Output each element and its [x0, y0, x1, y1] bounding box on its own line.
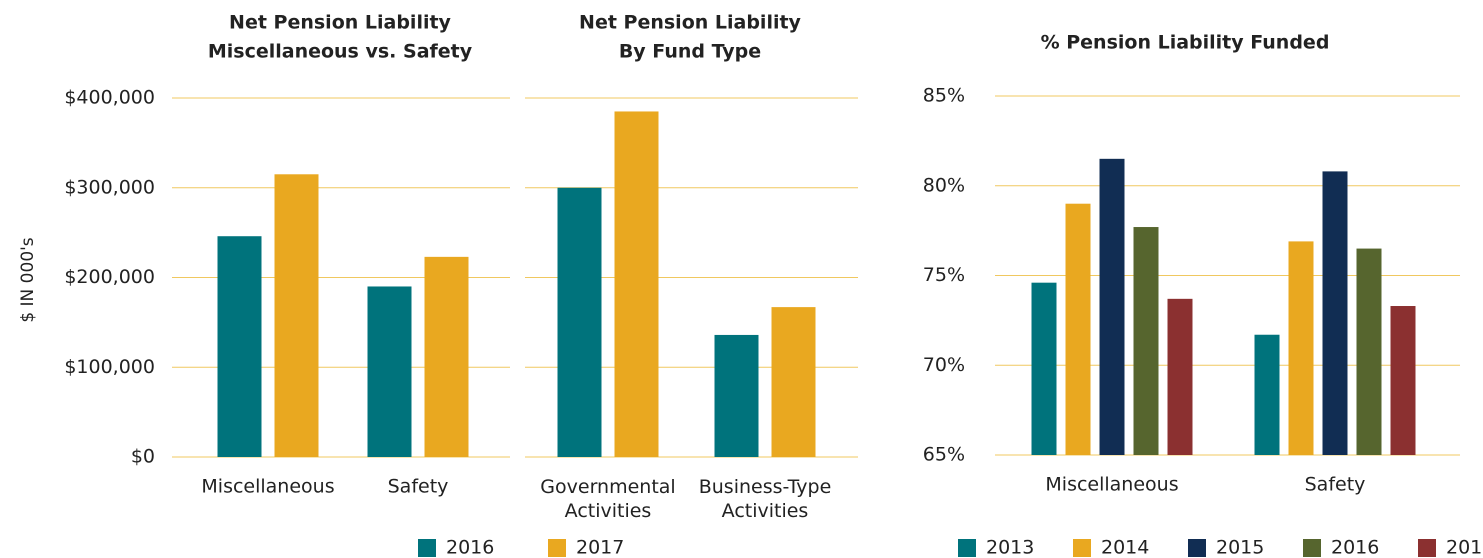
bar — [424, 256, 469, 457]
legend-label: 2017 — [576, 537, 624, 558]
legend-label: 2016 — [446, 537, 494, 558]
y-tick-label: $0 — [131, 446, 155, 468]
legend-swatch — [1073, 539, 1091, 557]
y-tick-label: 65% — [923, 444, 965, 466]
bar — [1288, 241, 1314, 455]
x-tick-label: Safety — [1305, 474, 1366, 496]
y-tick-label: 85% — [923, 85, 965, 107]
bar — [1133, 227, 1159, 455]
bar — [614, 111, 659, 458]
bar — [1254, 334, 1280, 455]
y-tick-label: 80% — [923, 174, 965, 196]
bar — [217, 236, 262, 457]
legend-label: 2013 — [986, 537, 1034, 558]
legend-swatch — [418, 539, 436, 557]
chart-title: Net Pension Liability — [229, 12, 452, 34]
legend-swatch — [548, 539, 566, 557]
x-tick-label: Governmental Activities — [540, 476, 675, 522]
bar — [1322, 171, 1348, 455]
chart-title: By Fund Type — [619, 41, 761, 63]
x-tick-label: Miscellaneous — [201, 476, 334, 498]
bar — [714, 334, 759, 457]
legend-swatch — [1303, 539, 1321, 557]
legend-label: 2015 — [1216, 537, 1264, 558]
bar — [771, 307, 816, 457]
legend-label: 2017 — [1446, 537, 1483, 558]
y-tick-label: $200,000 — [64, 266, 155, 288]
x-tick-label: Business-Type Activities — [699, 476, 832, 522]
bar — [1356, 248, 1382, 455]
chart-title: Miscellaneous vs. Safety — [208, 41, 473, 63]
bar — [557, 187, 602, 457]
legend-label: 2014 — [1101, 537, 1149, 558]
y-tick-label: 70% — [923, 354, 965, 376]
bar — [274, 174, 319, 457]
legend-label: 2016 — [1331, 537, 1379, 558]
legend-swatch — [1188, 539, 1206, 557]
bar — [1390, 306, 1416, 455]
bar — [1099, 158, 1125, 455]
y-tick-label: $400,000 — [64, 87, 155, 109]
legend-swatch — [1418, 539, 1436, 557]
bar — [1031, 282, 1057, 455]
legend-swatch — [958, 539, 976, 557]
y-tick-label: $300,000 — [64, 176, 155, 198]
y-axis-label: $ IN 000's — [18, 237, 38, 322]
y-tick-label: 75% — [923, 264, 965, 286]
bar — [1167, 298, 1193, 455]
x-tick-label: Miscellaneous — [1045, 474, 1178, 496]
bar — [1065, 203, 1091, 455]
bar — [367, 286, 412, 457]
chart-title: Net Pension Liability — [579, 12, 802, 34]
x-tick-label: Safety — [388, 476, 449, 498]
chart-title: % Pension Liability Funded — [1041, 32, 1330, 54]
y-tick-label: $100,000 — [64, 356, 155, 378]
